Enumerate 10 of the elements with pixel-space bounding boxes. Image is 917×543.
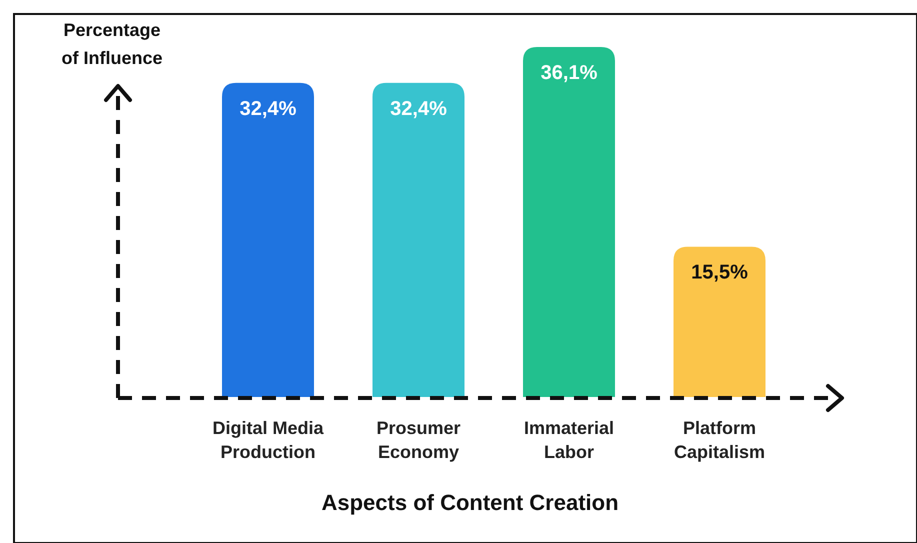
x-tick-label: Digital Media Production <box>212 418 324 462</box>
data-label: 32,4% <box>240 98 297 120</box>
data-label: 15,5% <box>691 262 748 284</box>
data-label: 36,1% <box>540 62 598 84</box>
x-tick-label: Platform Capitalism <box>674 418 766 462</box>
data-label: 32,4% <box>390 98 448 120</box>
y-axis-title: Percentage of Influence <box>61 20 163 68</box>
x-tick-label: Prosumer Economy <box>376 418 461 462</box>
x-tick-label: Immaterial Labor <box>524 418 614 462</box>
x-axis-title: Aspects of Content Creation <box>321 490 619 515</box>
